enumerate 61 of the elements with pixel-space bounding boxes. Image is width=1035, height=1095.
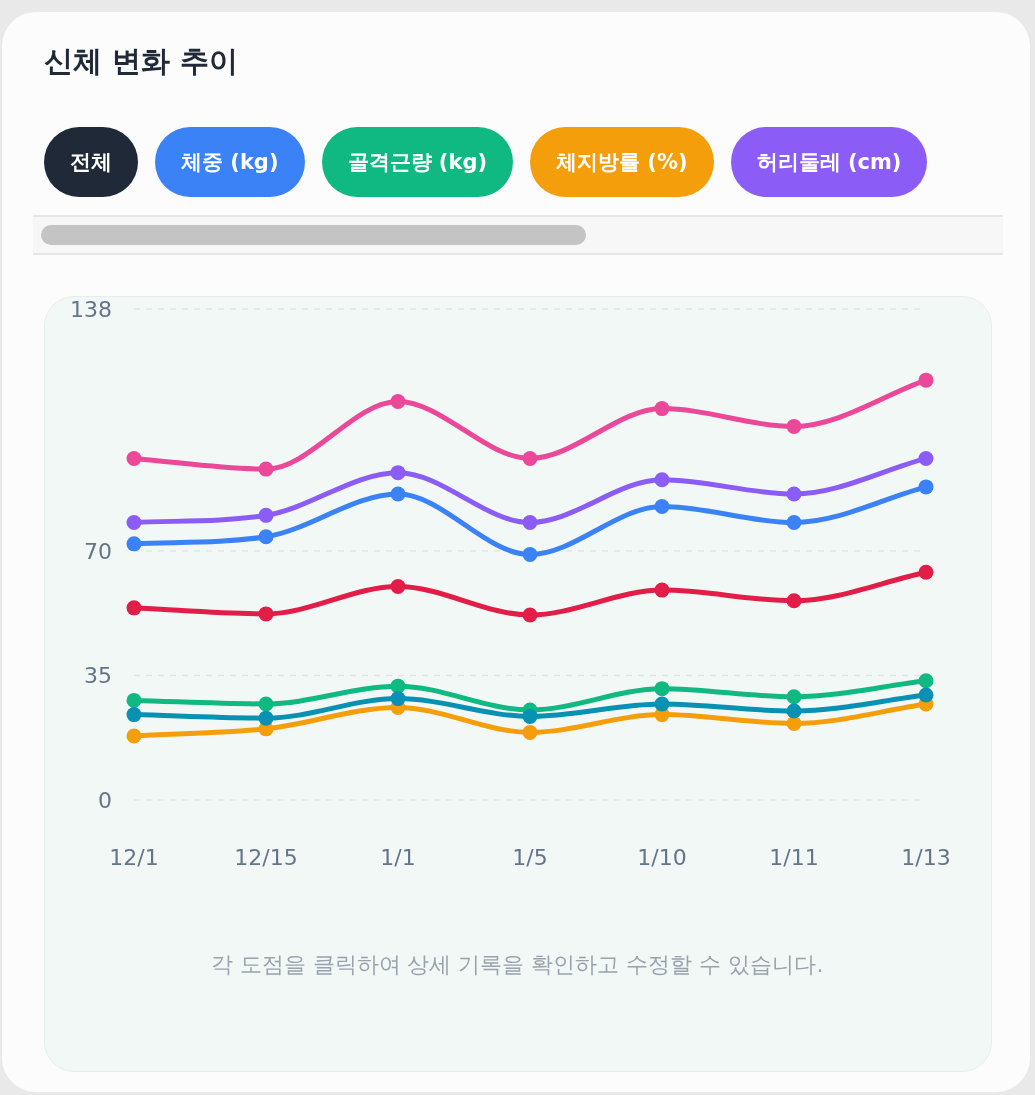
text: 각 도점을 클릭하여 상세 기록을 확인하고 수정할 수 있습니다.	[210, 952, 824, 977]
x-tick-label: 12/1	[109, 845, 159, 870]
y-tick-label: 138	[70, 297, 112, 322]
point	[786, 514, 802, 530]
x-tick-label: 1/11	[769, 845, 819, 870]
x-tick-label: 1/10	[637, 845, 687, 870]
point	[126, 707, 142, 723]
x-tick-label: 1/1	[380, 845, 416, 870]
point	[258, 529, 274, 545]
point	[390, 465, 406, 481]
text: 허리둘레 (cm)	[730, 127, 928, 197]
point	[390, 394, 406, 410]
y-tick-label: 0	[98, 788, 112, 813]
point	[786, 593, 802, 609]
point	[786, 486, 802, 502]
point	[126, 450, 142, 466]
point	[522, 708, 538, 724]
point	[522, 607, 538, 623]
x-tick-label: 1/13	[901, 845, 951, 870]
point	[258, 606, 274, 622]
point	[786, 689, 802, 705]
point	[522, 450, 538, 466]
point	[786, 716, 802, 731]
point	[522, 514, 538, 530]
x-tick-label: 1/5	[512, 845, 548, 870]
point	[654, 696, 670, 712]
point	[258, 461, 274, 477]
point	[258, 696, 274, 712]
point	[390, 579, 406, 595]
point	[126, 514, 142, 530]
point	[918, 372, 934, 388]
point	[258, 507, 274, 523]
point	[654, 582, 670, 598]
point	[126, 536, 142, 552]
point	[654, 681, 670, 697]
legend-title: 전체	[44, 127, 138, 197]
text: 체지방률 (%)	[530, 127, 714, 197]
point	[522, 724, 538, 740]
point	[918, 479, 934, 495]
y-tick-label: 35	[84, 663, 112, 689]
point	[258, 710, 274, 726]
point	[918, 564, 934, 580]
point	[390, 486, 406, 502]
y-tick-label: 70	[84, 538, 112, 564]
text: 골격근량 (kg)	[321, 127, 514, 197]
point	[654, 472, 670, 488]
point	[126, 728, 142, 744]
text: 체중 (kg)	[155, 127, 305, 197]
point	[918, 673, 934, 689]
point	[918, 687, 934, 703]
point	[126, 692, 142, 708]
point	[654, 498, 670, 514]
point	[654, 401, 670, 417]
x-tick-label: 12/15	[234, 845, 298, 870]
point	[390, 691, 406, 707]
chart-title: 신체 변화 추이	[44, 43, 239, 80]
point	[786, 703, 802, 719]
point	[786, 418, 802, 434]
point	[522, 547, 538, 562]
point	[126, 600, 142, 616]
point	[918, 450, 934, 466]
